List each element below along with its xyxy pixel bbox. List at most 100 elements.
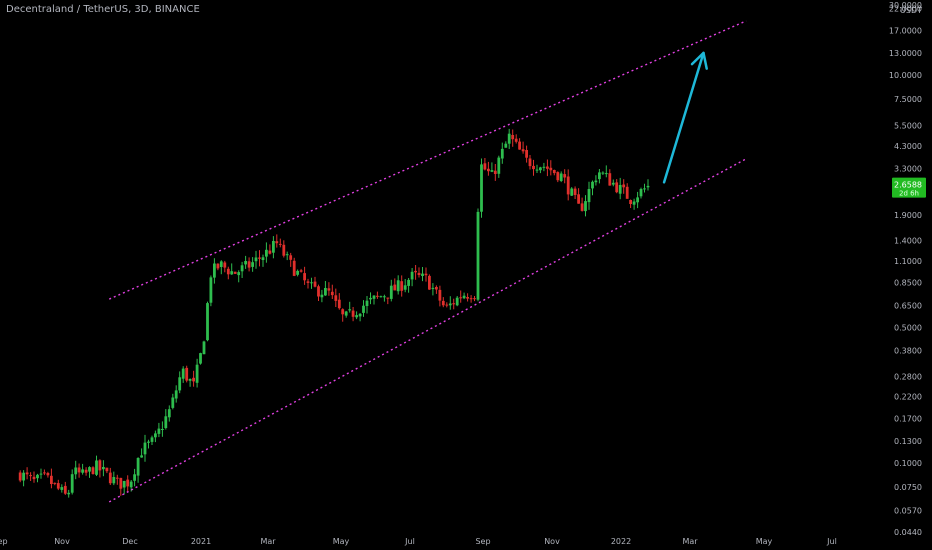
candle-body — [462, 295, 466, 299]
candle-2021-05-02 — [268, 244, 272, 255]
candle-body — [421, 273, 424, 276]
candle-2020-12-18 — [112, 471, 116, 486]
candle-body — [407, 279, 410, 286]
candle-2020-10-19 — [43, 469, 46, 476]
candle-body — [552, 170, 556, 174]
time-tick-label: Mar — [682, 537, 698, 546]
time-tick-label: Sep — [0, 537, 8, 546]
projection-arrow — [662, 51, 705, 184]
candle-body — [542, 166, 546, 168]
candle-body — [258, 257, 261, 259]
candle-body — [74, 467, 78, 475]
channel-lower-line — [108, 158, 747, 503]
candle-body — [95, 460, 98, 475]
candle-body — [584, 201, 587, 212]
candle-2020-10-01 — [22, 470, 25, 487]
candle-body — [171, 397, 175, 408]
candle-2021-06-25 — [330, 284, 334, 299]
candle-body — [504, 143, 508, 148]
candle-2021-01-17 — [147, 439, 150, 449]
candle-2021-11-28 — [511, 129, 515, 147]
candle-2021-07-01 — [337, 293, 341, 310]
candle-body — [219, 261, 223, 267]
candle-body — [632, 201, 636, 205]
candle-2021-02-13 — [178, 371, 182, 394]
candle-2021-02-25 — [192, 370, 195, 387]
candle-2021-09-05 — [414, 265, 417, 280]
candle-2021-09-02 — [410, 268, 414, 287]
candle-body — [164, 416, 168, 428]
candle-2022-01-09 — [559, 171, 563, 183]
candle-body — [358, 313, 362, 317]
candle-2021-01-20 — [150, 435, 154, 445]
candle-body — [393, 284, 397, 291]
candle-2021-11-01 — [480, 158, 483, 218]
candle-2021-04-14 — [247, 257, 251, 272]
candle-2020-11-09 — [67, 489, 71, 498]
candle-body — [188, 379, 192, 381]
candle-body — [639, 189, 643, 197]
candle-body — [115, 477, 119, 479]
candle-2020-11-24 — [84, 467, 88, 476]
candle-body — [202, 341, 206, 355]
candle-body — [646, 185, 650, 188]
candle-2021-03-24 — [223, 260, 227, 273]
candle-body — [643, 188, 646, 190]
candle-2021-10-17 — [462, 292, 466, 300]
candle-2021-03-18 — [216, 263, 220, 271]
candle-body — [119, 477, 123, 489]
candle-body — [344, 311, 348, 316]
candle-body — [618, 185, 622, 194]
candle-body — [251, 262, 254, 267]
candle-2021-12-19 — [535, 164, 539, 173]
candle-2021-07-07 — [344, 310, 348, 318]
candle-body — [272, 241, 275, 253]
candle-2021-07-28 — [369, 292, 372, 305]
candle-body — [625, 186, 629, 199]
time-tick-label: Nov — [54, 537, 70, 546]
candle-body — [573, 188, 577, 195]
candle-body — [355, 315, 358, 318]
candle-body — [70, 474, 74, 493]
candle-body — [532, 165, 535, 170]
candle-2020-10-16 — [39, 468, 43, 479]
candle-2021-10-29 — [476, 208, 480, 302]
price-tick-label: 0.8500 — [894, 279, 922, 288]
candle-2021-02-04 — [167, 405, 171, 422]
candle-body — [428, 275, 431, 290]
price-tick-label: 30.0000 — [889, 1, 922, 10]
candle-body — [285, 254, 289, 256]
candle-2021-10-11 — [455, 296, 459, 307]
candle-body — [438, 289, 442, 301]
candle-2021-05-14 — [282, 240, 286, 258]
candle-body — [181, 368, 185, 379]
candle-2021-01-29 — [161, 421, 164, 437]
candle-body — [278, 243, 282, 245]
candle-body — [580, 203, 584, 211]
candle-2020-12-21 — [115, 474, 119, 485]
candle-2020-12-12 — [105, 467, 109, 474]
candle-2021-05-17 — [285, 251, 289, 261]
candle-2021-02-07 — [171, 393, 175, 410]
candle-2021-12-10 — [525, 145, 528, 163]
candle-2021-02-22 — [188, 378, 192, 387]
candle-body — [525, 150, 528, 158]
candle-2021-12-16 — [532, 159, 535, 176]
candle-body — [199, 353, 202, 364]
candle-body — [84, 469, 88, 473]
candle-2021-09-23 — [435, 285, 438, 294]
candle-2021-02-16 — [181, 366, 185, 383]
price-tick-label: 0.0440 — [894, 528, 922, 537]
candle-2021-05-23 — [292, 257, 296, 277]
candle-body — [546, 166, 549, 169]
candle-body — [441, 300, 445, 306]
candle-2021-07-04 — [341, 308, 345, 322]
candle-2022-02-11 — [598, 169, 601, 184]
candle-2021-09-14 — [424, 267, 428, 282]
candles-layer — [18, 128, 650, 498]
candle-body — [341, 309, 345, 315]
candle-body — [629, 200, 632, 204]
candle-2020-12-15 — [108, 467, 112, 485]
price-tick-label: 10.0000 — [889, 71, 922, 80]
